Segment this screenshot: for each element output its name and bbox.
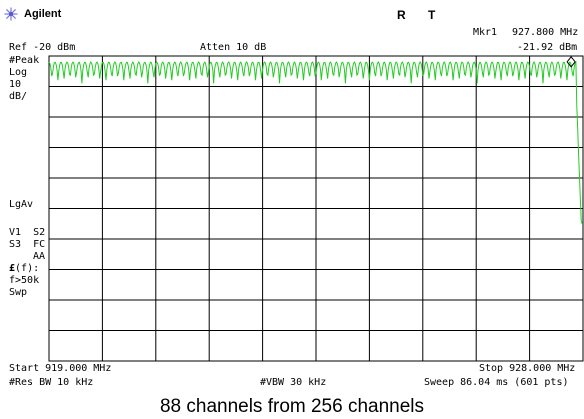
attenuation: Atten 10 dB (200, 42, 267, 53)
marker-amplitude: -21.92 dBm (517, 42, 578, 53)
spectrum-trace (48, 60, 583, 225)
video-bandwidth: #VBW 30 kHz (260, 377, 327, 388)
marker-diamond-icon[interactable] (566, 56, 576, 68)
sweep-config-2: S3 FC (9, 239, 46, 250)
sweep-label: Swp (9, 287, 28, 298)
sweep-time: Sweep 86.04 ms (601 pts) (424, 377, 569, 388)
scale-unit: dB/ (9, 91, 28, 102)
graticule-grid (49, 56, 583, 361)
agilent-logo-icon (4, 7, 18, 21)
marker-frequency: 927.800 MHz (512, 27, 579, 38)
correction-label: (f): (15, 263, 40, 274)
frequency-condition: f>50k (9, 275, 40, 286)
status-r: R (397, 8, 406, 22)
pound-icon: £ (9, 263, 16, 274)
brand-name: Agilent (24, 8, 62, 20)
sweep-config-aa: AA (33, 251, 46, 262)
marker-1[interactable] (566, 56, 576, 68)
trace-group (48, 60, 583, 225)
detector-peak: #Peak (9, 55, 40, 66)
average-type: LgAv (9, 199, 34, 210)
scale-value: 10 (9, 79, 22, 90)
start-frequency: Start 919.000 MHz (9, 363, 112, 374)
marker-label: Mkr1 (473, 27, 498, 38)
status-t: T (428, 8, 436, 22)
correction-indicator: £(f): (9, 263, 39, 274)
sweep-config-1: V1 S2 (9, 227, 46, 238)
stop-frequency: Stop 928.000 MHz (479, 363, 576, 374)
figure-caption: 88 channels from 256 channels (159, 396, 425, 417)
ref-level: Ref -20 dBm (9, 42, 76, 53)
scale-type: Log (9, 67, 28, 78)
resolution-bandwidth: #Res BW 10 kHz (9, 377, 94, 388)
